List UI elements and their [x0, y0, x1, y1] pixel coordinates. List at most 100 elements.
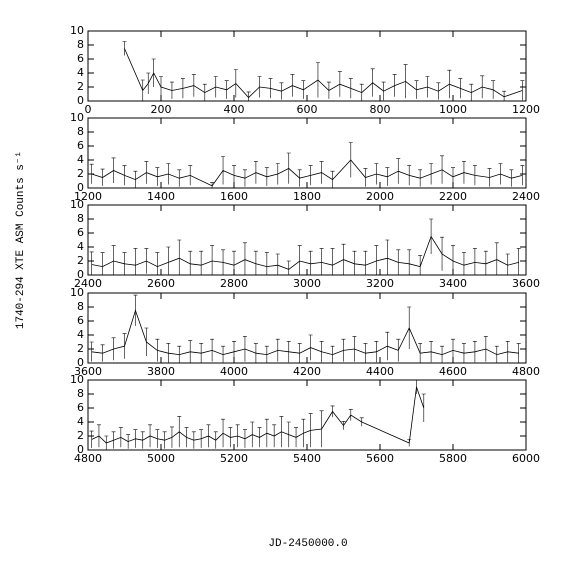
error-bar	[213, 431, 218, 449]
x-axis-label: JD-2450000.0	[268, 538, 347, 550]
y-tick-label: 2	[77, 342, 84, 355]
error-bar	[451, 245, 455, 275]
error-bar	[330, 345, 335, 363]
error-bar	[221, 345, 226, 363]
x-tick-label: 2200	[439, 190, 467, 203]
error-bar	[385, 167, 390, 186]
error-bar	[396, 158, 401, 184]
error-bar	[472, 341, 477, 363]
panel-frame	[87, 379, 527, 451]
y-tick-label: 10	[70, 198, 84, 211]
error-bar	[297, 245, 302, 275]
error-bar	[480, 75, 485, 99]
y-tick-label: 6	[77, 401, 84, 414]
error-bar	[363, 250, 368, 275]
x-tick-label: 1000	[439, 103, 467, 116]
error-bar	[144, 327, 149, 356]
error-bar	[188, 165, 193, 186]
error-bar	[155, 167, 160, 186]
error-bar	[253, 161, 258, 184]
error-bar	[352, 250, 357, 275]
y-axis-label: 1740-294 XTE ASM Counts s⁻¹	[15, 151, 27, 329]
error-bar	[279, 82, 284, 100]
error-bar	[100, 252, 105, 275]
error-bar	[199, 343, 204, 363]
error-bar	[407, 165, 412, 186]
error-bar	[133, 248, 138, 275]
x-tick-label: 1200	[512, 103, 540, 116]
error-bar	[122, 333, 127, 359]
error-bar	[472, 248, 477, 275]
error-bar	[385, 239, 390, 275]
y-tick-label: 10	[70, 373, 84, 386]
y-tick-label: 2	[77, 167, 84, 180]
error-bar	[188, 340, 193, 363]
error-bar	[111, 245, 116, 275]
x-tick-label: 5400	[293, 452, 321, 465]
error-bar	[491, 80, 496, 99]
error-bar	[374, 245, 379, 275]
x-tick-label: 6000	[512, 452, 540, 465]
data-line	[91, 159, 523, 187]
error-bar	[122, 252, 127, 275]
error-bar	[308, 250, 313, 275]
error-bar	[89, 163, 94, 184]
y-tick-label: 6	[77, 314, 84, 327]
x-tick-label: 5800	[439, 452, 467, 465]
x-tick-label: 3000	[293, 277, 321, 290]
error-bar	[414, 380, 419, 394]
x-tick-label: 4000	[220, 365, 248, 378]
error-bar	[122, 165, 127, 186]
error-bar	[341, 243, 346, 275]
error-bar	[111, 431, 116, 449]
error-bar	[224, 80, 229, 99]
error-bar	[494, 345, 499, 363]
panel-frame	[87, 117, 527, 189]
error-bar	[414, 80, 419, 99]
error-bar	[319, 410, 324, 448]
x-tick-label: 1200	[74, 190, 102, 203]
error-bar	[275, 338, 280, 362]
error-bar	[228, 427, 233, 448]
error-bar	[447, 69, 452, 99]
y-tick-label: 6	[77, 226, 84, 239]
y-tick-label: 0	[77, 94, 84, 107]
error-bar	[319, 341, 324, 363]
y-tick-label: 4	[77, 153, 84, 166]
error-bar	[184, 427, 189, 448]
x-tick-label: 2400	[74, 277, 102, 290]
error-bar	[111, 337, 116, 361]
error-bar	[440, 236, 445, 271]
error-bar	[429, 218, 434, 254]
error-bar	[392, 74, 397, 97]
error-bar	[242, 242, 247, 275]
error-bar	[337, 71, 342, 97]
error-bar	[319, 248, 324, 275]
error-bar	[520, 80, 525, 101]
data-line	[91, 235, 519, 270]
error-bar	[330, 170, 335, 188]
error-bar	[126, 434, 131, 449]
y-tick-label: 4	[77, 240, 84, 253]
x-tick-label: 2800	[220, 277, 248, 290]
error-bar	[516, 343, 521, 363]
error-bar	[232, 341, 236, 363]
y-tick-label: 10	[70, 111, 84, 124]
y-tick-label: 0	[77, 181, 84, 194]
error-bar	[232, 250, 236, 275]
error-bar	[242, 336, 247, 362]
x-tick-label: 4600	[439, 365, 467, 378]
error-bar	[177, 416, 182, 448]
x-tick-label: 2600	[147, 277, 175, 290]
error-bar	[122, 41, 127, 56]
error-bar	[264, 418, 269, 448]
error-bar	[100, 344, 105, 362]
x-tick-label: 1800	[293, 190, 321, 203]
error-bar	[429, 341, 434, 363]
error-bar	[191, 431, 196, 449]
error-bar	[191, 74, 196, 97]
x-tick-label: 2000	[366, 190, 394, 203]
error-bar	[118, 427, 123, 448]
error-bar	[425, 76, 430, 98]
